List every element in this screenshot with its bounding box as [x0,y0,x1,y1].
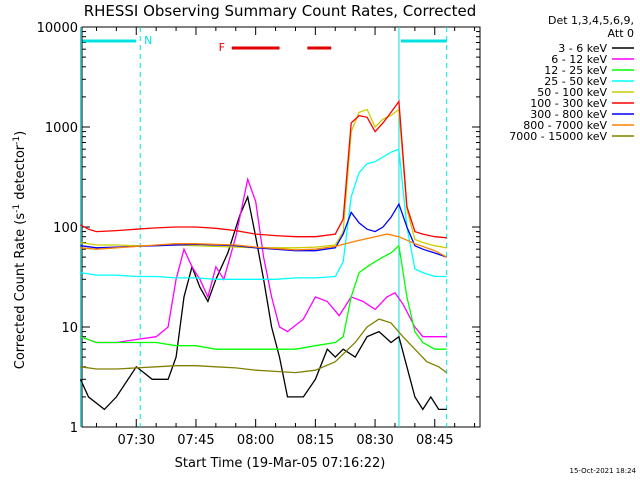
x-tick-label: 08:30 [356,433,393,448]
legend-label: 300 - 800 keV [530,108,607,121]
legend-label: 800 - 7000 keV [523,119,607,132]
legend-header-1: Det 1,3,4,5,6,9, [548,14,634,27]
x-tick-label: 07:30 [118,433,155,448]
y-tick-label: 10 [61,321,78,336]
series-line-4 [80,148,447,280]
y-axis-label-sup2: -1 [12,136,22,145]
x-tick-label: 08:15 [297,433,334,448]
x-tick-label: 08:00 [237,433,274,448]
legend-label: 50 - 100 keV [537,86,607,99]
timestamp: 15-Oct-2021 18:24 [570,467,637,475]
y-axis-label-main: Corrected Count Rate (s [13,213,28,370]
series-line-8 [80,233,448,258]
legend-label: 7000 - 15000 keV [509,130,607,143]
y-axis-label: Corrected Count Rate (s-1 detector-1) [12,131,28,369]
legend-header-2: Att 0 [608,27,634,40]
night-label: N [144,34,152,47]
legend-label: 6 - 12 keV [551,53,607,66]
series-line-6 [80,99,447,239]
y-tick-label: 1 [70,421,78,436]
series-line-9 [80,318,448,374]
flare-label: F [219,41,225,54]
y-tick-label: 1000 [45,121,78,136]
series-line-1 [79,194,447,411]
series-line-3 [80,244,447,350]
x-axis-label: Start Time (19-Mar-05 07:16:22) [175,456,386,471]
legend-label: 100 - 300 keV [530,97,607,110]
y-axis-label-end: ) [13,131,28,136]
x-axis: 07:30 07:45 08:00 08:15 08:30 08:45 [95,27,476,448]
chart-title: RHESSI Observing Summary Count Rates, Co… [84,2,477,20]
y-tick-label: 100 [53,221,78,236]
segment-indicators: NF [80,27,448,427]
x-tick-label: 07:45 [177,433,214,448]
x-tick-label: 08:45 [416,433,453,448]
y-tick-label: 10000 [37,21,78,36]
y-axis-label-mid: detector [13,144,28,204]
series-lines [79,99,448,411]
legend-label: 12 - 25 keV [544,64,607,77]
series-line-7 [80,202,447,258]
legend-label: 3 - 6 keV [558,42,607,55]
legend-label: 25 - 50 keV [544,75,607,88]
y-axis-label-sup1: -1 [12,204,22,213]
series-line-5 [80,108,447,249]
series-line-2 [80,176,447,344]
y-axis: 1 10 100 1000 10000 [37,21,480,436]
